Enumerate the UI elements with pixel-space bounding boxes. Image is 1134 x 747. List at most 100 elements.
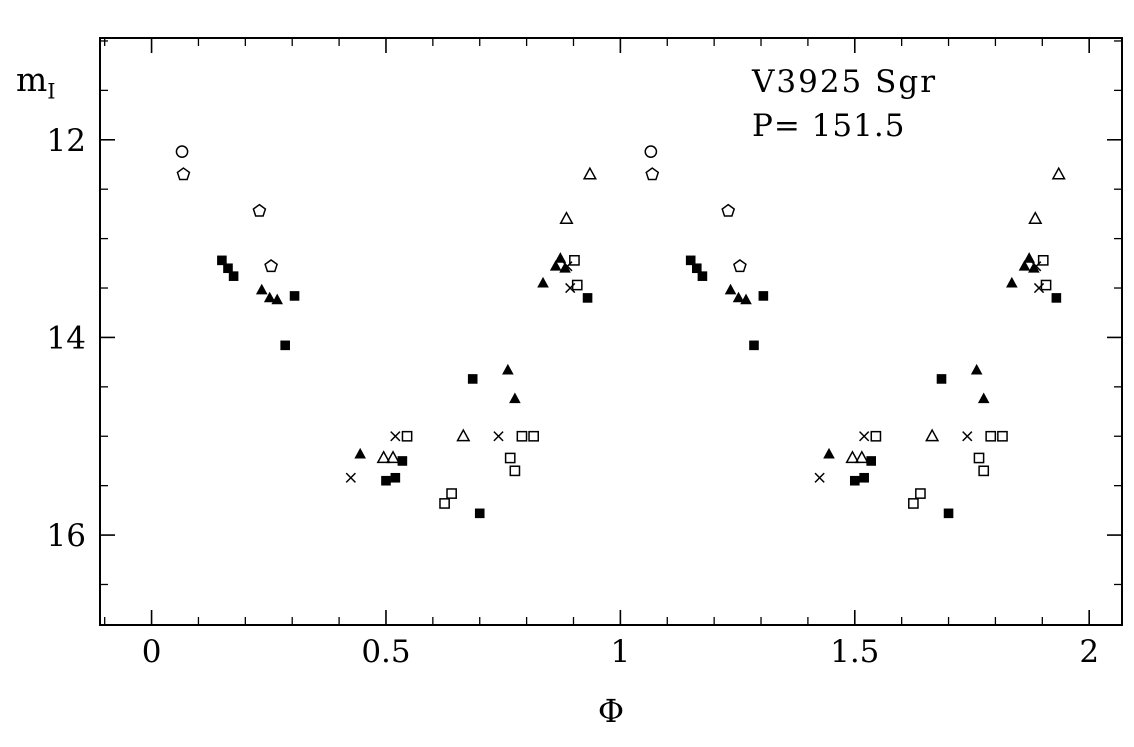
open-triangle-marker: [925, 428, 940, 442]
series-open-triangle: [376, 166, 1066, 464]
filled-triangle-marker: [263, 291, 276, 303]
open-pentagon-marker: [176, 167, 191, 181]
series-filled-square: [217, 255, 1062, 519]
open-square-marker: [985, 430, 997, 442]
filled-triangle-marker: [509, 392, 521, 404]
open-triangle-marker: [1028, 211, 1043, 224]
cross-marker: [859, 431, 870, 442]
tick-label: 0.5: [361, 634, 410, 670]
filled-square-marker: [758, 291, 769, 301]
open-square-marker: [973, 452, 985, 464]
filled-square-marker: [390, 472, 401, 483]
cross-marker: [390, 431, 401, 442]
filled-square-marker: [381, 475, 391, 486]
filled-triangle-marker: [255, 283, 268, 295]
open-square-marker: [446, 488, 457, 499]
open-pentagon-marker: [721, 203, 736, 217]
tick-label: 14: [47, 320, 86, 356]
filled-square-marker: [289, 291, 300, 301]
chart-period-annotation: P= 151.5: [752, 108, 906, 144]
cross-marker: [962, 431, 973, 442]
y-axis-label-main: m: [16, 60, 48, 99]
open-square-marker: [401, 430, 413, 442]
filled-triangle-marker: [1006, 276, 1018, 288]
open-square-marker: [997, 430, 1008, 442]
open-pentagon-marker: [252, 203, 267, 217]
filled-square-marker: [849, 475, 860, 486]
filled-square-marker: [697, 271, 708, 281]
open-square-marker: [915, 488, 926, 499]
open-square-marker: [1037, 254, 1049, 266]
filled-triangle-marker: [724, 283, 737, 295]
cross-marker: [565, 282, 576, 294]
open-square-marker: [571, 279, 583, 291]
filled-triangle-marker: [1023, 252, 1035, 263]
ticks-group: [100, 38, 1122, 625]
filled-triangle-marker: [354, 447, 366, 459]
open-square-marker: [509, 465, 521, 477]
filled-triangle-marker: [732, 291, 745, 303]
cross-marker: [814, 472, 825, 483]
filled-square-marker: [685, 255, 696, 266]
filled-triangle-marker: [970, 363, 983, 375]
filled-triangle-marker: [823, 447, 835, 459]
filled-triangle-marker: [977, 392, 990, 404]
x-axis-label: Φ: [597, 692, 625, 730]
filled-square-marker: [749, 340, 759, 351]
filled-triangle-marker: [1028, 262, 1040, 273]
series-filled-triangle: [255, 252, 1040, 459]
filled-square-marker: [467, 374, 478, 384]
open-pentagon-marker: [264, 259, 278, 273]
open-square-marker: [870, 430, 882, 442]
open-triangle-marker: [456, 428, 471, 442]
tick-label: 0: [142, 634, 162, 670]
open-pentagon-marker: [645, 167, 660, 181]
open-circle-marker: [644, 145, 658, 158]
open-square-marker: [1040, 279, 1052, 291]
series-open-pentagon: [176, 167, 747, 273]
open-square-marker: [516, 430, 528, 442]
open-square-marker: [978, 465, 990, 477]
tick-labels-group: 0 0.5 1 1.5 2 12 14 16: [47, 123, 1100, 670]
open-square-marker: [569, 254, 580, 266]
cross-marker: [1033, 282, 1045, 294]
filled-triangle-marker: [549, 260, 562, 271]
tick-label: 1.5: [830, 634, 879, 670]
filled-square-marker: [228, 271, 239, 281]
filled-square-marker: [859, 472, 869, 483]
open-pentagon-marker: [733, 259, 747, 273]
filled-triangle-marker: [740, 293, 752, 305]
y-axis-label-sub: I: [47, 79, 56, 104]
filled-square-marker: [280, 340, 290, 351]
open-triangle-marker: [582, 166, 597, 180]
series-cross: [345, 261, 1045, 483]
open-triangle-marker: [854, 450, 869, 464]
tick-label: 12: [47, 123, 86, 159]
filled-square-marker: [397, 456, 408, 466]
open-triangle-marker: [845, 450, 860, 464]
tick-label: 16: [47, 518, 86, 554]
filled-square-marker: [691, 263, 702, 274]
tick-label: 2: [1079, 634, 1099, 670]
filled-triangle-marker: [502, 363, 514, 375]
open-square-marker: [528, 430, 539, 442]
open-triangle-marker: [376, 450, 391, 464]
cross-marker: [493, 431, 504, 442]
filled-square-marker: [936, 374, 947, 384]
filled-triangle-marker: [537, 276, 549, 288]
filled-square-marker: [866, 456, 876, 466]
series-open-square: [401, 254, 1052, 509]
filled-square-marker: [474, 508, 485, 519]
filled-square-marker: [223, 263, 233, 274]
filled-triangle-marker: [559, 262, 571, 273]
open-square-marker: [439, 498, 450, 509]
y-axis-label: mI: [16, 60, 56, 104]
open-square-marker: [504, 452, 516, 464]
filled-triangle-marker: [1018, 260, 1031, 271]
series-open-circle: [175, 145, 658, 158]
tick-label: 1: [611, 634, 631, 670]
plot-frame: [99, 37, 1123, 626]
open-triangle-marker: [1051, 166, 1066, 180]
open-square-marker: [908, 498, 919, 509]
